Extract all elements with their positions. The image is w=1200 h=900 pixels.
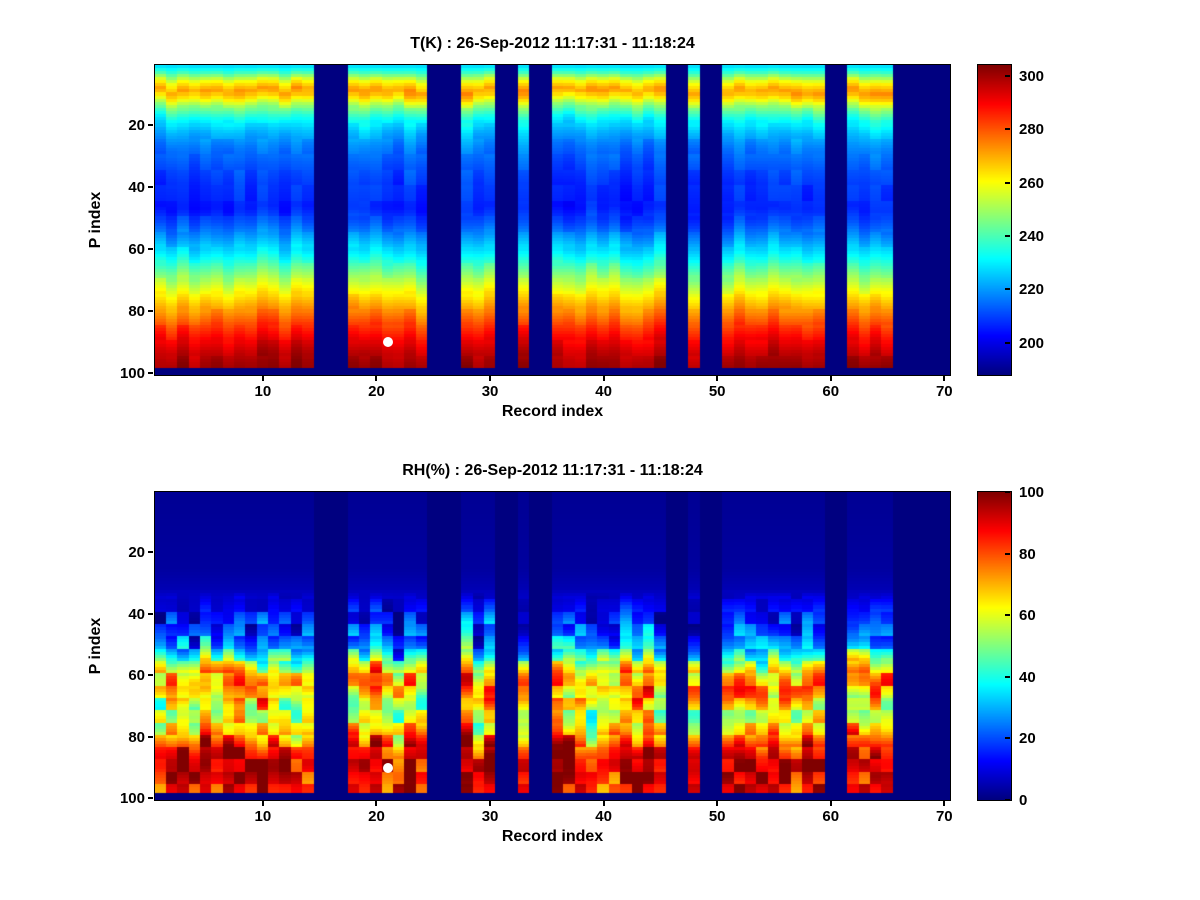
x-tick-label: 60 (822, 383, 840, 400)
temperature-selected-point-marker (382, 337, 393, 348)
y-tick-mark (148, 797, 153, 800)
y-tick-label: 40 (128, 179, 145, 197)
y-tick-label: 80 (128, 303, 145, 321)
temperature-colorbar-canvas (977, 64, 1012, 376)
x-tick-label: 30 (481, 808, 499, 825)
x-tick-label: 50 (708, 808, 726, 825)
x-tick-mark (602, 801, 605, 806)
y-tick-mark (148, 310, 153, 313)
humidity-heatmap-canvas (154, 491, 951, 801)
x-tick-label: 10 (254, 808, 272, 825)
y-tick-label: 80 (128, 728, 145, 746)
x-tick-label: 20 (368, 383, 385, 400)
humidity-chart-title: RH(%) : 26-Sep-2012 11:17:31 - 11:18:24 (402, 462, 703, 479)
x-tick-mark (943, 801, 946, 806)
y-tick-mark (148, 372, 153, 375)
y-tick-mark (148, 674, 153, 677)
y-tick-label: 100 (119, 790, 145, 808)
y-tick-label: 60 (128, 667, 145, 685)
x-tick-mark (943, 376, 946, 381)
colorbar-tick-mark (1005, 181, 1010, 184)
x-tick-label: 50 (708, 383, 726, 400)
colorbar-tick-label: 60 (1019, 607, 1036, 625)
x-tick-mark (716, 801, 719, 806)
colorbar-tick-mark (1005, 737, 1010, 740)
temperature-heatmap-canvas (154, 64, 951, 376)
y-tick-mark (148, 735, 153, 738)
y-tick-mark (148, 612, 153, 615)
colorbar-tick-mark (1005, 675, 1010, 678)
colorbar-tick-label: 260 (1019, 174, 1045, 192)
x-tick-label: 70 (935, 808, 953, 825)
colorbar-tick-mark (1005, 614, 1010, 617)
colorbar-tick-label: 220 (1019, 281, 1045, 299)
colorbar-tick-mark (1005, 235, 1010, 238)
colorbar-tick-label: 0 (1019, 792, 1028, 809)
humidity-colorbar-canvas (977, 491, 1012, 801)
x-tick-mark (829, 376, 832, 381)
y-tick-mark (148, 551, 153, 554)
colorbar-tick-mark (1005, 288, 1010, 291)
colorbar-tick-mark (1005, 74, 1010, 77)
x-tick-label: 10 (254, 383, 272, 400)
x-tick-mark (489, 801, 492, 806)
colorbar-tick-label: 240 (1019, 228, 1045, 246)
colorbar-tick-mark (1005, 341, 1010, 344)
colorbar-tick-mark (1005, 552, 1010, 555)
x-tick-mark (602, 376, 605, 381)
colorbar-tick-label: 80 (1019, 545, 1036, 563)
colorbar-tick-label: 20 (1019, 730, 1036, 748)
colorbar-tick-label: 280 (1019, 121, 1045, 139)
humidity-y-axis-label: P index (87, 617, 104, 675)
colorbar-tick-label: 300 (1019, 67, 1045, 85)
x-tick-mark (829, 801, 832, 806)
x-tick-label: 60 (822, 808, 840, 825)
temperature-chart-title: T(K) : 26-Sep-2012 11:17:31 - 11:18:24 (410, 35, 695, 52)
x-tick-label: 70 (935, 383, 953, 400)
x-tick-mark (716, 376, 719, 381)
colorbar-tick-label: 100 (1019, 484, 1045, 501)
y-tick-mark (148, 124, 153, 127)
y-tick-mark (148, 248, 153, 251)
colorbar-tick-mark (1005, 128, 1010, 131)
temperature-x-axis-label: Record index (501, 403, 604, 420)
x-tick-label: 20 (368, 808, 385, 825)
y-tick-label: 40 (128, 605, 145, 623)
colorbar-tick-label: 200 (1019, 334, 1045, 352)
x-tick-mark (375, 801, 378, 806)
x-tick-mark (261, 801, 264, 806)
y-tick-label: 60 (128, 241, 145, 259)
y-tick-label: 100 (119, 365, 145, 383)
colorbar-tick-label: 40 (1019, 668, 1036, 686)
x-tick-mark (261, 376, 264, 381)
colorbar-tick-mark (1005, 491, 1010, 493)
y-tick-label: 20 (128, 117, 145, 135)
colorbar-tick-mark (1005, 799, 1010, 801)
humidity-selected-point-marker (382, 762, 393, 773)
humidity-x-axis-label: Record index (501, 828, 604, 845)
x-tick-label: 30 (481, 383, 499, 400)
x-tick-label: 40 (595, 383, 612, 400)
y-tick-mark (148, 186, 153, 189)
y-tick-label: 20 (128, 544, 145, 562)
x-tick-label: 40 (595, 808, 612, 825)
x-tick-mark (489, 376, 492, 381)
x-tick-mark (375, 376, 378, 381)
